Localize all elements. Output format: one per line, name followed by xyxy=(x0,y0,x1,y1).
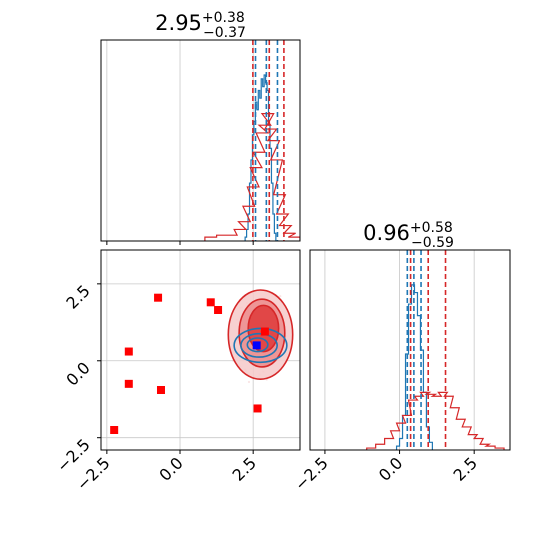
joint-sample-point xyxy=(247,380,251,384)
marginal-y-histogram-0 xyxy=(395,284,433,450)
marginal-y-histograms xyxy=(366,284,505,450)
marginal-y-grid xyxy=(324,250,475,450)
marginal-x-frame xyxy=(100,39,301,242)
marginal-x-title-plus: +0.38 xyxy=(202,10,245,26)
marginal-x-ticks xyxy=(106,241,254,245)
joint-red-marker-6 xyxy=(214,306,223,314)
joint-y-tick-label-2: 2.5 xyxy=(62,281,93,312)
joint-panel: −2.5 0.0 2.5 −2.50.02.5 xyxy=(53,249,301,494)
marginal-y-title-value: 0.96 xyxy=(363,221,410,245)
marginal-y-x-tick-label-0: −2.5 xyxy=(291,453,332,494)
joint-y-ticks: −2.50.02.5 xyxy=(53,281,101,476)
joint-blue-contours xyxy=(233,327,288,364)
marginal-x-quantiles xyxy=(252,40,285,241)
marginal-x-histograms xyxy=(204,74,300,241)
marginal-y-x-tick-label-1: 0.0 xyxy=(375,453,406,484)
marginal-x-grid xyxy=(106,40,254,241)
joint-blue-contour-inner xyxy=(246,337,269,353)
marginal-x-histogram-0 xyxy=(244,74,277,241)
joint-red-marker-4 xyxy=(156,386,165,394)
marginal-x-histogram-1 xyxy=(204,113,300,241)
joint-x-ticks: −2.5 0.0 2.5 xyxy=(73,450,260,494)
marginal-y-panel: −2.5 0.0 2.5 0.96+0.58 −0.59 xyxy=(291,220,511,494)
joint-blue-marker xyxy=(252,341,261,350)
marginal-y-title-plus: +0.58 xyxy=(410,220,453,236)
marginal-x-title-value: 2.95 xyxy=(155,11,202,35)
joint-red-marker-3 xyxy=(154,293,163,302)
joint-red-marker-0 xyxy=(110,426,119,434)
marginal-x-title: 2.95+0.38 xyxy=(155,10,245,35)
joint-red-marker-5 xyxy=(206,298,215,307)
joint-red-marker-1 xyxy=(124,347,133,356)
joint-blue-contour-mid xyxy=(240,332,278,358)
joint-sample-point xyxy=(279,294,282,298)
marginal-y-quantiles xyxy=(406,250,447,450)
marginal-y-histogram-1 xyxy=(366,391,505,450)
joint-red-marker-2 xyxy=(124,379,133,388)
joint-red-marker-7 xyxy=(260,327,269,336)
marginal-y-frame xyxy=(309,249,511,451)
joint-y-tick-label-1: 0.0 xyxy=(62,358,93,389)
joint-red-contours xyxy=(227,289,294,381)
joint-frame xyxy=(100,249,301,451)
joint-red-marker-8 xyxy=(253,404,262,413)
marginal-y-ticks: −2.5 0.0 2.5 xyxy=(291,450,481,494)
joint-x-tick-label-2: 2.5 xyxy=(229,453,260,484)
marginal-y-title-minus: −0.59 xyxy=(411,235,454,251)
joint-blue-contour-outer xyxy=(233,327,288,364)
joint-x-tick-label-1: 0.0 xyxy=(155,453,186,484)
marginal-y-title: 0.96+0.58 xyxy=(363,220,453,245)
joint-markers xyxy=(110,293,269,434)
marginal-x-title-minus: −0.37 xyxy=(203,25,246,41)
marginal-y-x-tick-label-2: 2.5 xyxy=(450,453,481,484)
marginal-x-panel: 2.95+0.38 −0.37 xyxy=(100,10,301,245)
